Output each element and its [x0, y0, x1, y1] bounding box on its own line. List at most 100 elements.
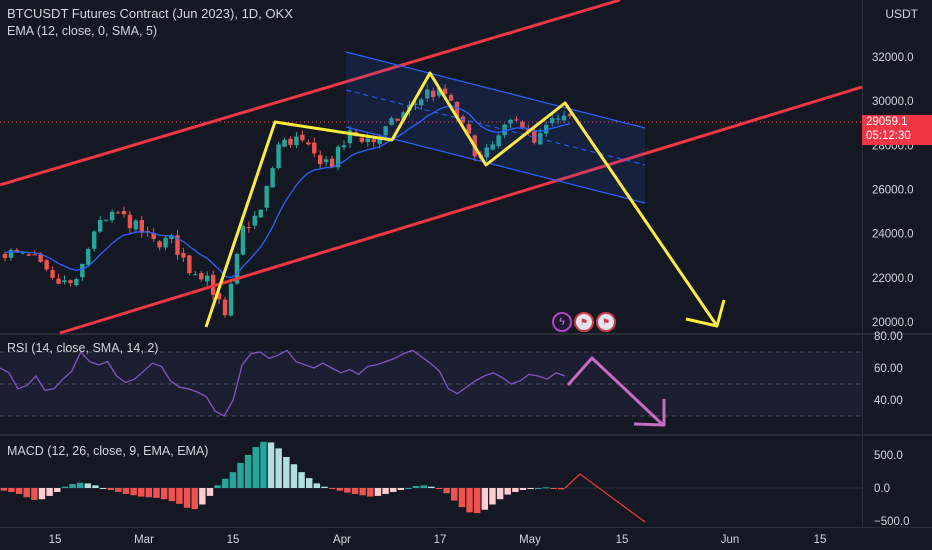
macd-histogram-bar: [550, 488, 557, 489]
candle-body: [139, 220, 144, 233]
last-price-tag: 29059.1 05:12:30: [862, 115, 932, 145]
candle-body: [335, 146, 341, 168]
macd-histogram-bar: [31, 488, 38, 500]
candle-body: [50, 270, 55, 278]
macd-histogram-bar: [199, 488, 206, 505]
candle-body: [466, 124, 472, 134]
macd-histogram-bar: [138, 488, 145, 497]
candle-body: [258, 209, 263, 218]
candle-body: [103, 219, 109, 221]
macd-axis-tick: 500.0: [874, 450, 903, 462]
time-axis-tick: 17: [434, 534, 447, 546]
candle-body: [133, 220, 139, 230]
macd-projection-line: [564, 473, 646, 523]
falling-channel-bottom: [345, 126, 646, 204]
candle-body: [163, 237, 168, 248]
candle-body: [181, 253, 186, 258]
macd-histogram-bar: [99, 488, 107, 489]
price-axis-tick: 24000.0: [872, 229, 914, 241]
candle-body: [544, 124, 549, 134]
macd-histogram-bar: [115, 488, 122, 492]
rsi-band: [0, 352, 862, 416]
macd-axis-tick: −500.0: [874, 516, 910, 528]
macd-histogram-bar: [443, 488, 450, 494]
macd-histogram-bar: [191, 488, 198, 510]
macd-histogram-bar: [458, 488, 466, 508]
candle-body: [323, 159, 329, 163]
us-flag-icon[interactable]: ⚑: [574, 312, 594, 332]
ema-line: [4, 105, 571, 279]
candle-body: [2, 253, 8, 258]
candle-body: [300, 134, 305, 141]
currency-label[interactable]: USDT: [885, 7, 918, 21]
macd-histogram-bar: [54, 488, 61, 492]
candle-body: [496, 135, 501, 147]
rsi-legend[interactable]: RSI (14, close, SMA, 14, 2): [7, 341, 159, 355]
macd-histogram-bar: [504, 488, 511, 495]
macd-histogram-bar: [351, 488, 359, 494]
macd-histogram-bar: [107, 488, 114, 490]
candle-body: [454, 102, 460, 119]
candle-body: [240, 226, 246, 255]
candle-body: [306, 142, 311, 145]
macd-histogram-bar: [306, 478, 313, 488]
macd-histogram-bar: [229, 472, 237, 488]
time-axis-tick: May: [519, 534, 541, 546]
macd-histogram-bar: [122, 488, 130, 494]
event-badges[interactable]: ϟ ⚑ ⚑: [552, 312, 616, 332]
candle-body: [14, 249, 20, 252]
macd-histogram-bar: [435, 488, 443, 489]
candle-body: [80, 263, 85, 278]
candle-body: [228, 283, 234, 316]
macd-histogram-bar: [290, 464, 298, 488]
us-flag-icon-2[interactable]: ⚑: [596, 312, 616, 332]
candle-body: [561, 115, 567, 121]
pane-separator-rsi: [0, 333, 932, 335]
time-axis-tick: Apr: [333, 534, 351, 546]
macd-histogram-bar: [46, 488, 53, 496]
candle-body: [127, 214, 133, 229]
macd-histogram-bar: [237, 462, 244, 488]
macd-histogram-bar: [527, 488, 534, 489]
macd-histogram-bar: [244, 455, 252, 488]
macd-histogram-bar: [298, 472, 305, 488]
candle-body: [436, 88, 442, 96]
candle-body: [442, 88, 448, 95]
lightning-icon[interactable]: ϟ: [552, 312, 572, 332]
macd-histogram-bar: [389, 488, 397, 492]
macd-legend[interactable]: MACD (12, 26, close, 9, EMA, EMA): [7, 444, 209, 458]
candle-body: [401, 112, 406, 120]
macd-histogram-bar: [8, 488, 15, 492]
macd-histogram-bar: [473, 488, 481, 514]
macd-histogram-bar: [84, 483, 92, 488]
macd-histogram-bar: [0, 488, 8, 491]
macd-histogram-bar: [405, 488, 412, 489]
rsi-projection-arrow: [566, 356, 664, 426]
rsi-line: [0, 349, 566, 417]
candle-body: [555, 118, 561, 120]
candle-body: [8, 250, 14, 258]
macd-histogram-bar: [168, 488, 176, 502]
candle-body: [508, 119, 513, 124]
candle-body: [312, 142, 317, 154]
candle-body: [329, 158, 335, 167]
macd-histogram-bar: [252, 447, 259, 488]
candle-body: [97, 219, 103, 232]
bar-countdown: 05:12:30: [866, 130, 911, 142]
macd-histogram-bar: [176, 488, 183, 504]
candle-body: [74, 279, 79, 286]
candle-body: [549, 118, 555, 124]
symbol-title[interactable]: BTCUSDT Futures Contract (Jun 2023), 1D,…: [7, 6, 293, 21]
falling-channel-top: [345, 51, 646, 129]
candle-body: [389, 118, 394, 125]
macd-histogram-bar: [512, 488, 519, 492]
ema-legend[interactable]: EMA (12, close, 0, SMA, 5): [7, 24, 158, 38]
macd-histogram-bar: [397, 488, 405, 490]
macd-histogram-bar: [542, 487, 550, 489]
candle-body: [86, 248, 91, 265]
macd-histogram-bar: [382, 488, 389, 494]
falling-channel-mid: [345, 89, 646, 166]
rsi-axis-tick: 80.00: [874, 331, 903, 343]
candle-body: [121, 210, 127, 215]
